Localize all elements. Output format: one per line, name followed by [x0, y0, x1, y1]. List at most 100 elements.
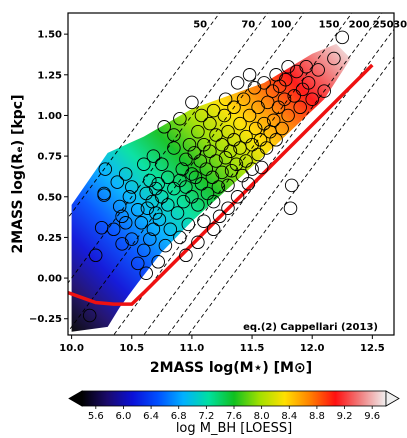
y-tick-label: 0.00	[37, 274, 62, 285]
x-tick-label: 10.0	[59, 343, 84, 354]
data-point	[191, 198, 205, 212]
data-point	[254, 160, 269, 175]
colorbar-tick-label: 8.4	[281, 411, 297, 422]
data-point	[283, 201, 298, 215]
y-tick-label: 1.00	[37, 111, 62, 122]
x-tick-label: 12.5	[360, 343, 385, 354]
data-point	[139, 266, 153, 280]
colorbar-tick-label: 6.4	[143, 411, 159, 422]
data-point	[215, 137, 229, 152]
plot-area	[68, 13, 394, 335]
data-point	[206, 103, 221, 118]
data-point	[301, 76, 316, 90]
data-point	[257, 76, 271, 90]
x-axis-title: 2MASS log(M⋆) [M⊙]	[150, 360, 312, 376]
data-point	[229, 157, 244, 171]
data-point	[281, 108, 295, 123]
data-point	[146, 149, 161, 163]
y-tick-label: 1.50	[37, 30, 62, 41]
data-point	[236, 92, 251, 106]
data-point	[158, 238, 173, 253]
y-axis-title: 2MASS log(Rₑ) [kpc]	[10, 95, 26, 254]
data-point	[110, 175, 125, 189]
colorbar-tick-label: 7.2	[198, 411, 214, 422]
data-point	[131, 203, 145, 217]
data-point	[197, 214, 211, 228]
data-point	[259, 141, 274, 155]
data-point	[245, 162, 259, 176]
data-point	[131, 256, 145, 271]
data-point	[161, 198, 175, 212]
data-point	[278, 72, 293, 87]
data-point	[265, 84, 280, 98]
data-point	[287, 89, 301, 103]
colorbar-tick-label: 9.6	[364, 411, 380, 422]
colorbar-tick-label: 8.8	[309, 411, 325, 422]
data-point	[146, 222, 161, 237]
colorbar-tick-label: 9.2	[337, 411, 353, 422]
data-point	[140, 201, 155, 215]
data-point	[203, 116, 217, 131]
data-point	[179, 248, 193, 263]
data-point	[182, 137, 197, 152]
sigma-label: 150	[319, 19, 340, 30]
colorbar: 5.6 6.0 6.4 6.8 7.2 7.6 8.0 8.4 8.8 9.2 9.6 log M_…	[68, 390, 400, 436]
sigma-label: 100	[270, 19, 291, 30]
data-point	[137, 157, 151, 171]
data-point	[157, 120, 171, 134]
data-point	[173, 111, 187, 126]
y-axis: −0.25 0.00 0.25 0.50 0.75 1.00 1.25 1.50	[29, 30, 68, 325]
data-point	[335, 30, 350, 45]
colorbar-tick-label: 6.0	[116, 411, 132, 422]
data-point	[191, 124, 205, 139]
data-point	[143, 232, 157, 246]
colorbar-right-arrow	[385, 390, 400, 407]
data-point	[118, 216, 133, 230]
data-point	[82, 308, 97, 323]
data-point	[242, 108, 257, 123]
data-point	[289, 64, 304, 79]
data-point	[151, 255, 165, 269]
colorbar-tick-label: 5.6	[88, 411, 104, 422]
x-tick-label: 11.0	[180, 343, 205, 354]
data-point	[311, 63, 325, 77]
x-tick-label: 11.5	[240, 343, 265, 354]
data-point	[115, 209, 129, 224]
data-point	[277, 92, 292, 106]
data-point	[179, 180, 193, 194]
data-point	[206, 222, 221, 237]
zone-of-exclusion-line	[68, 63, 374, 306]
data-point	[203, 144, 217, 158]
data-point	[221, 178, 235, 193]
data-point	[227, 100, 241, 115]
y-tick-label: 0.50	[37, 192, 62, 203]
colorbar-ticks: 5.6 6.0 6.4 6.8 7.2 7.6 8.0 8.4 8.8 9.2 9.6	[88, 406, 380, 422]
data-point	[241, 177, 256, 191]
data-point	[215, 165, 229, 180]
x-axis: 10.0 10.5 11.0 11.5 12.0 12.5	[59, 335, 385, 354]
sigma-line	[68, 13, 221, 219]
sigma-label: 70	[241, 19, 255, 30]
data-point	[245, 137, 259, 152]
data-point	[212, 209, 227, 224]
data-point	[125, 180, 139, 194]
data-point	[281, 59, 295, 74]
data-point	[305, 92, 319, 106]
colorbar-tick-label: 6.8	[171, 411, 187, 422]
data-point	[206, 194, 221, 209]
data-point	[181, 217, 196, 232]
data-point	[134, 216, 149, 230]
y-tick-label: 0.75	[37, 152, 62, 163]
sigma-label: 300	[393, 19, 407, 30]
sigma-label: 200	[349, 19, 370, 30]
data-point	[97, 186, 111, 201]
data-points	[82, 30, 350, 323]
data-point	[218, 92, 233, 106]
data-point	[221, 201, 235, 215]
data-point	[137, 243, 151, 258]
data-point	[149, 206, 163, 220]
annotation: eq.(2) Cappellari (2013)	[243, 322, 378, 333]
sigma-line	[167, 28, 394, 335]
data-point	[163, 222, 178, 237]
